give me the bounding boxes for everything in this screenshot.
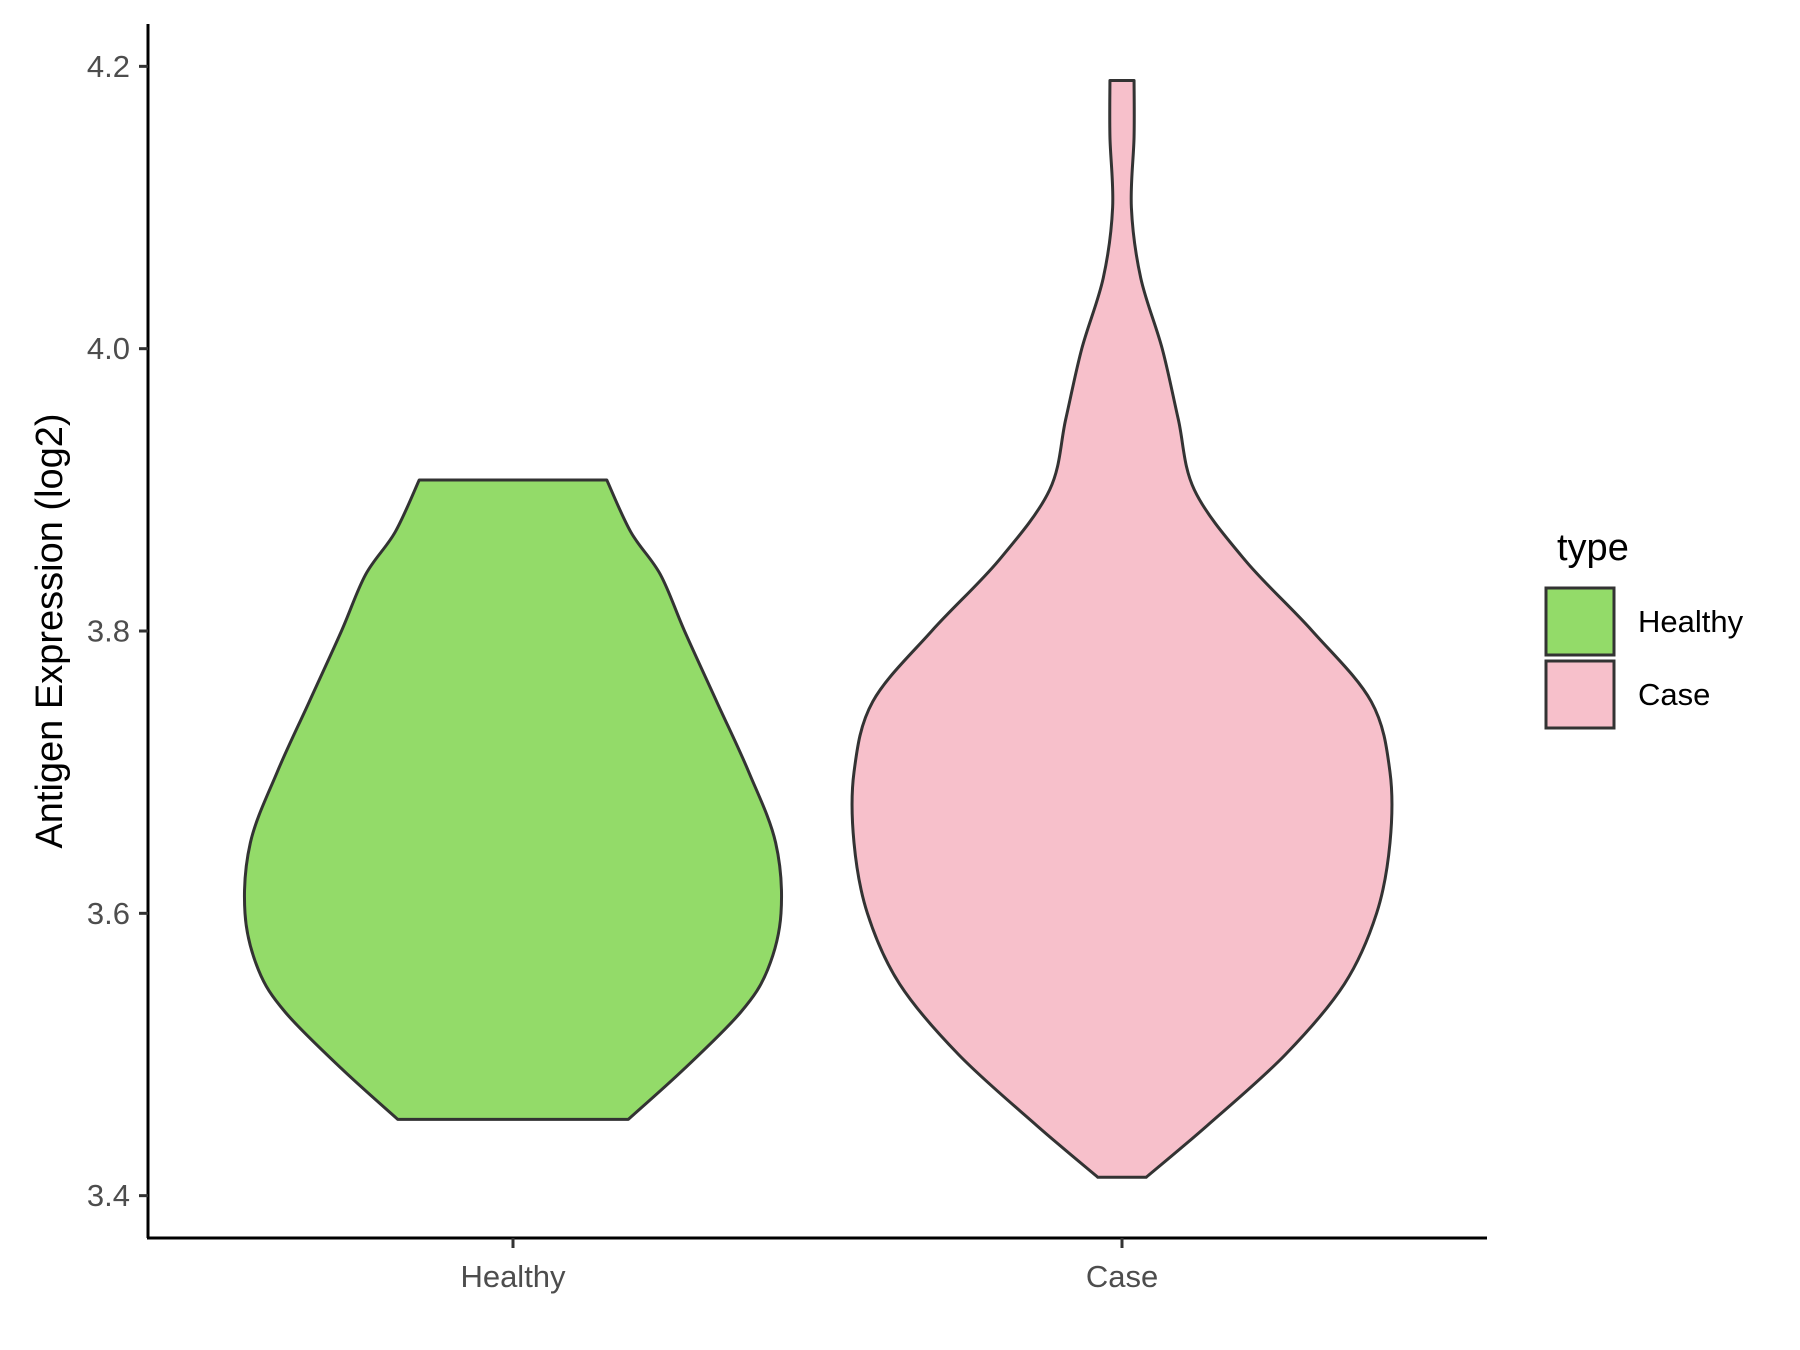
x-axis: Healthy Case bbox=[147, 1236, 1487, 1294]
y-axis-title: Antigen Expression (log2) bbox=[29, 413, 71, 848]
y-tick-label: 4.0 bbox=[87, 331, 130, 366]
legend-key-case bbox=[1544, 659, 1616, 730]
x-tick-label: Case bbox=[1086, 1259, 1158, 1294]
y-tick-label: 4.2 bbox=[87, 49, 130, 84]
y-tick-label: 3.6 bbox=[87, 896, 130, 931]
violin-case bbox=[850, 78, 1394, 1179]
x-tick-label: Healthy bbox=[460, 1259, 566, 1294]
legend: type Healthy Case bbox=[1544, 527, 1744, 730]
y-axis: 3.4 3.6 3.8 4.0 4.2 bbox=[87, 24, 150, 1238]
y-tick-label: 3.8 bbox=[87, 614, 130, 649]
violin-healthy bbox=[243, 478, 783, 1121]
legend-key-healthy bbox=[1544, 586, 1616, 657]
legend-label-healthy: Healthy bbox=[1638, 604, 1744, 639]
legend-title: type bbox=[1557, 527, 1629, 569]
legend-label-case: Case bbox=[1638, 677, 1710, 712]
plot-area bbox=[243, 78, 1394, 1179]
y-tick-label: 3.4 bbox=[87, 1178, 130, 1213]
